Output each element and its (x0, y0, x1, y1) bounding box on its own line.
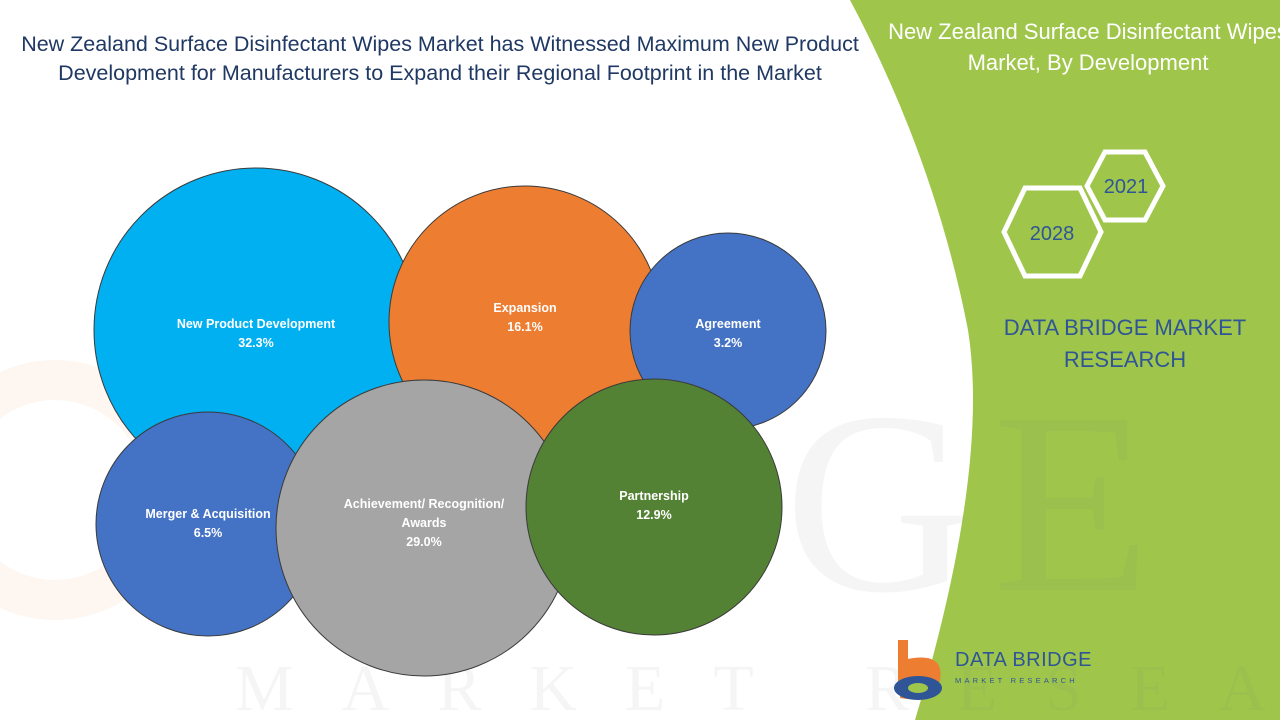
bubble-label-achievement-recognition-awards: Achievement/ Recognition/ (344, 497, 505, 511)
bubble-label-agreement: Agreement (695, 317, 761, 331)
brand-name: DATA BRIDGE MARKET RESEARCH (1003, 315, 1247, 372)
bubble-label-new-product-development: New Product Development (177, 317, 336, 331)
side-panel-title: New Zealand Surface Disinfectant Wipes M… (888, 19, 1280, 75)
page-title: New Zealand Surface Disinfectant Wipes M… (21, 32, 859, 86)
bubble-value-expansion: 16.1% (507, 320, 542, 334)
bubble-label-partnership: Partnership (619, 489, 689, 503)
bubble-value-partnership: 12.9% (636, 508, 671, 522)
hexagon-2021-shape (1084, 149, 1166, 223)
data-bridge-logo-icon (894, 640, 942, 700)
year-2028-label: 2028 (1030, 223, 1075, 245)
hexagon-2028-shape (1001, 185, 1104, 279)
bubble-value-achievement-recognition-awards: 29.0% (406, 535, 441, 549)
bubble-label-expansion: Expansion (493, 301, 556, 315)
bubble-value-new-product-development: 32.3% (238, 336, 273, 350)
bubble-label-merger-acquisition: Merger & Acquisition (145, 507, 270, 521)
year-2021-label: 2021 (1104, 176, 1149, 198)
bubble-chart: New Product Development 32.3% Expansion 16.… (93, 167, 827, 677)
logo-tagline: MARKET RESEARCH (955, 676, 1078, 685)
logo-name: DATA BRIDGE (955, 649, 1093, 671)
side-panel-background (850, 0, 1280, 720)
bubble-value-agreement: 3.2% (714, 336, 743, 350)
bubble-label-achievement-recognition-awards: Awards (402, 516, 447, 530)
bubble-value-merger-acquisition: 6.5% (194, 526, 223, 540)
bubble-partnership (525, 378, 783, 636)
